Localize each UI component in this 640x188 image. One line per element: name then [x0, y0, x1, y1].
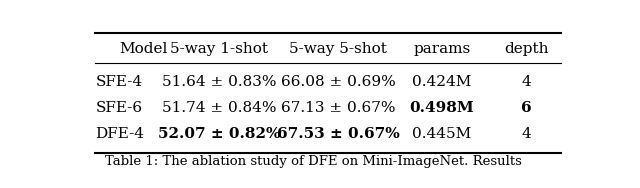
Text: 51.64 ± 0.83%: 51.64 ± 0.83% [162, 75, 276, 89]
Text: DFE-4: DFE-4 [95, 127, 144, 141]
Text: SFE-4: SFE-4 [96, 75, 143, 89]
Text: SFE-6: SFE-6 [96, 101, 143, 115]
Text: Table 1: The ablation study of DFE on Mini-ImageNet. Results: Table 1: The ablation study of DFE on Mi… [105, 155, 522, 168]
Text: 67.13 ± 0.67%: 67.13 ± 0.67% [281, 101, 395, 115]
Text: 4: 4 [522, 127, 531, 141]
Text: 6: 6 [521, 101, 532, 115]
Text: 51.74 ± 0.84%: 51.74 ± 0.84% [162, 101, 276, 115]
Text: depth: depth [504, 42, 548, 56]
Text: 67.53 ± 0.67%: 67.53 ± 0.67% [276, 127, 399, 141]
Text: 0.445M: 0.445M [412, 127, 472, 141]
Text: params: params [413, 42, 470, 56]
Text: 0.424M: 0.424M [412, 75, 472, 89]
Text: 0.498M: 0.498M [410, 101, 474, 115]
Text: 4: 4 [522, 75, 531, 89]
Text: 5-way 5-shot: 5-way 5-shot [289, 42, 387, 56]
Text: 52.07 ± 0.82%: 52.07 ± 0.82% [157, 127, 280, 141]
Text: 66.08 ± 0.69%: 66.08 ± 0.69% [280, 75, 396, 89]
Text: Model: Model [120, 42, 168, 56]
Text: 5-way 1-shot: 5-way 1-shot [170, 42, 268, 56]
